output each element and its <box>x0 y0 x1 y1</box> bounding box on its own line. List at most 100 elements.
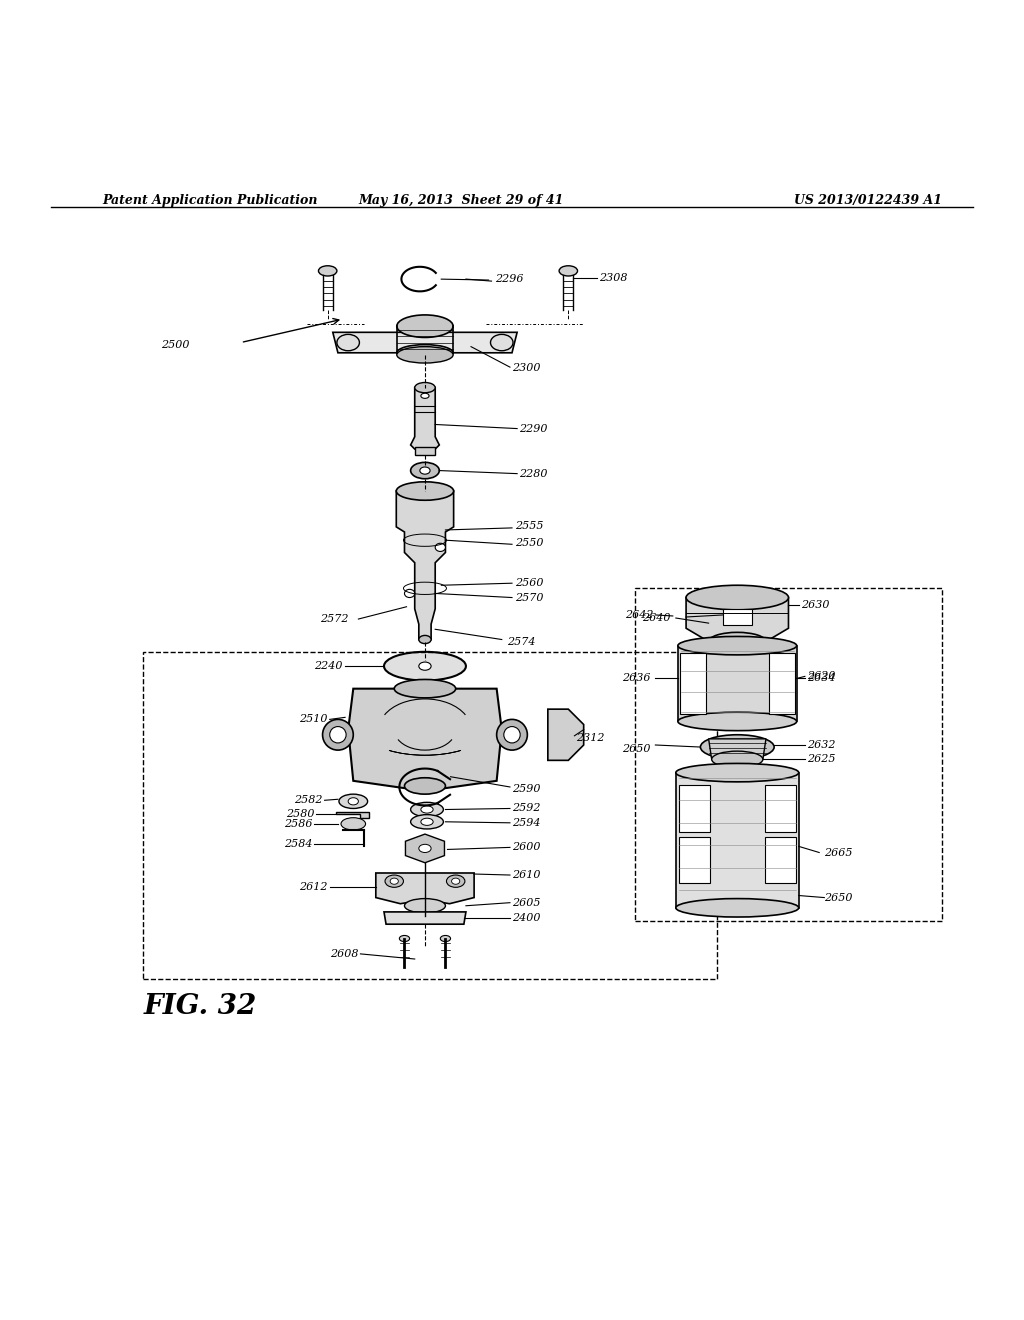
Text: 2510: 2510 <box>299 714 328 725</box>
Text: 2400: 2400 <box>512 913 541 923</box>
Ellipse shape <box>700 735 774 759</box>
Text: Patent Application Publication: Patent Application Publication <box>102 194 317 207</box>
Ellipse shape <box>323 719 353 750</box>
Text: 2280: 2280 <box>519 469 548 479</box>
Polygon shape <box>676 772 799 908</box>
Text: 2640: 2640 <box>642 612 671 623</box>
Text: 2308: 2308 <box>599 273 628 282</box>
Polygon shape <box>709 739 766 759</box>
Polygon shape <box>396 491 454 639</box>
Ellipse shape <box>435 544 445 552</box>
Ellipse shape <box>421 393 429 399</box>
Polygon shape <box>348 689 502 791</box>
Ellipse shape <box>446 875 465 887</box>
Ellipse shape <box>420 467 430 474</box>
Text: 2610: 2610 <box>512 870 541 880</box>
Polygon shape <box>336 812 369 817</box>
Bar <box>680 653 706 714</box>
Ellipse shape <box>678 713 797 731</box>
Ellipse shape <box>396 482 454 500</box>
Text: 2605: 2605 <box>512 898 541 908</box>
Text: 2632: 2632 <box>807 741 836 750</box>
Ellipse shape <box>404 899 445 913</box>
Ellipse shape <box>404 589 415 598</box>
Text: 2594: 2594 <box>512 818 541 828</box>
Text: 2650: 2650 <box>622 744 650 754</box>
Bar <box>765 837 796 883</box>
Ellipse shape <box>419 845 431 853</box>
Ellipse shape <box>337 334 359 351</box>
Text: 2560: 2560 <box>515 578 544 589</box>
Ellipse shape <box>396 345 453 360</box>
Text: 2636: 2636 <box>622 673 650 684</box>
Text: 2296: 2296 <box>495 275 523 284</box>
Text: 2634: 2634 <box>807 673 836 684</box>
Ellipse shape <box>419 635 431 644</box>
Bar <box>679 837 710 883</box>
Text: 2665: 2665 <box>824 847 853 858</box>
Text: 2582: 2582 <box>294 795 323 805</box>
Text: 2620: 2620 <box>807 672 836 681</box>
Ellipse shape <box>394 680 456 698</box>
Ellipse shape <box>399 936 410 941</box>
Ellipse shape <box>384 652 466 681</box>
Ellipse shape <box>415 383 435 393</box>
Ellipse shape <box>678 636 797 655</box>
Ellipse shape <box>339 795 368 808</box>
Ellipse shape <box>676 899 799 917</box>
Text: 2608: 2608 <box>330 949 358 958</box>
Ellipse shape <box>712 751 763 767</box>
Ellipse shape <box>452 878 460 884</box>
Polygon shape <box>384 912 466 924</box>
Ellipse shape <box>559 265 578 276</box>
Text: 2580: 2580 <box>286 809 314 818</box>
Ellipse shape <box>419 663 431 671</box>
Ellipse shape <box>490 334 513 351</box>
Bar <box>415 447 435 455</box>
Bar <box>765 785 796 832</box>
Ellipse shape <box>676 763 799 781</box>
Text: 2574: 2574 <box>507 636 536 647</box>
Bar <box>143 652 717 979</box>
Text: 2625: 2625 <box>807 754 836 764</box>
Ellipse shape <box>421 818 433 825</box>
Ellipse shape <box>504 726 520 743</box>
Bar <box>769 653 795 714</box>
Polygon shape <box>678 645 797 722</box>
Text: 2312: 2312 <box>577 733 605 743</box>
Text: 2500: 2500 <box>161 339 189 350</box>
Polygon shape <box>406 834 444 863</box>
Text: 2300: 2300 <box>512 363 541 374</box>
Bar <box>723 609 752 626</box>
Text: 2550: 2550 <box>515 539 544 548</box>
Text: 2630: 2630 <box>801 599 829 610</box>
Text: 2240: 2240 <box>314 661 343 671</box>
Ellipse shape <box>411 814 443 829</box>
Text: FIG. 32: FIG. 32 <box>143 994 257 1020</box>
Ellipse shape <box>421 807 433 813</box>
Ellipse shape <box>497 719 527 750</box>
Ellipse shape <box>341 817 366 830</box>
Text: 2290: 2290 <box>519 424 548 433</box>
Text: 2572: 2572 <box>319 614 348 624</box>
Text: 2642: 2642 <box>625 610 653 620</box>
Text: US 2013/0122439 A1: US 2013/0122439 A1 <box>794 194 942 207</box>
Polygon shape <box>411 388 439 449</box>
Ellipse shape <box>709 632 766 651</box>
Ellipse shape <box>411 803 443 817</box>
Ellipse shape <box>404 777 445 795</box>
Bar <box>679 785 710 832</box>
Polygon shape <box>686 598 788 642</box>
Text: 2590: 2590 <box>512 784 541 795</box>
Ellipse shape <box>348 797 358 805</box>
Text: 2586: 2586 <box>284 818 312 829</box>
Text: 2555: 2555 <box>515 521 544 531</box>
Ellipse shape <box>396 315 453 338</box>
Ellipse shape <box>686 585 788 610</box>
Ellipse shape <box>330 726 346 743</box>
Text: May 16, 2013  Sheet 29 of 41: May 16, 2013 Sheet 29 of 41 <box>358 194 563 207</box>
Bar <box>635 589 942 921</box>
Text: 2612: 2612 <box>299 882 328 892</box>
Ellipse shape <box>396 347 453 363</box>
Ellipse shape <box>390 878 398 884</box>
